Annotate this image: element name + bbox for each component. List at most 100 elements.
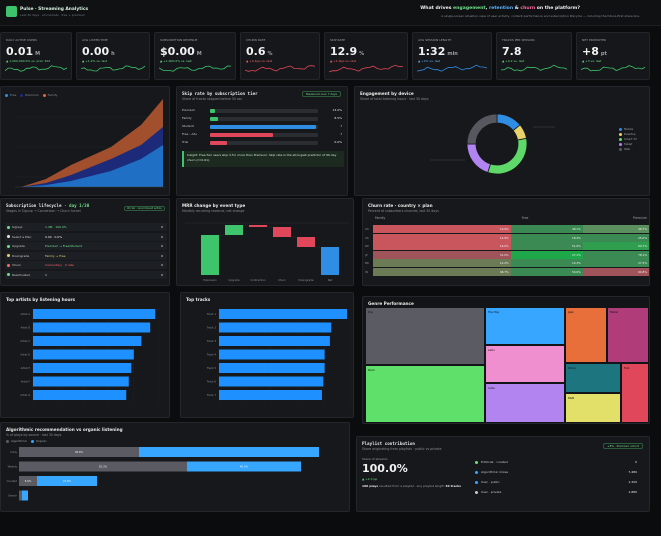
churn-table-row: JP 31.0% 27.1% 78.1%	[365, 250, 649, 259]
algo-bar	[19, 447, 139, 457]
skip-rate-row: Student?	[182, 123, 342, 131]
top-artists-chart: Artist A Artist B Artist C Artist D Artist E…	[20, 307, 160, 404]
treemap-cell-label: Pop	[368, 309, 374, 314]
legend-dot	[619, 147, 622, 151]
track-label: Track 3	[207, 339, 217, 343]
churn-cell: 31.0%	[373, 250, 511, 259]
artist-bar	[33, 322, 151, 333]
lifecycle-value: 0.00 · 0.0%	[45, 234, 63, 239]
churn-cell: 48.7%	[373, 267, 511, 276]
kpi-card: Daily active users 0.01 M ▲ 1,000,000.0% vs…	[0, 32, 72, 80]
kpi-value: +8 pt	[582, 45, 607, 58]
waterfall-bar	[225, 225, 243, 235]
mrr-waterfall-panel: MRR change by event type Monthly recurri…	[176, 198, 354, 286]
lifecycle-stage: Reactivated	[12, 272, 30, 277]
page-headline: What drives engagement, retention & chur…	[420, 6, 580, 11]
waterfall-label: Churn	[278, 278, 286, 282]
kpi-card: Subscription revenue $0.00 M ▲ +1,000.0% vs…	[154, 32, 236, 80]
churn-cell: 10.3%	[511, 259, 583, 267]
lifecycle-stage: Select a Plan	[12, 234, 32, 239]
algo-bar	[19, 461, 187, 472]
algo-value: 5.9%	[25, 479, 32, 483]
lifecycle-stage: Churn	[12, 263, 21, 267]
treemap-cell: Pop	[365, 307, 485, 365]
organic-bar	[187, 461, 301, 472]
lifecycle-value: Family → Free	[45, 253, 66, 258]
kpi-label: Daily active users	[6, 38, 37, 42]
waterfall-label: Expansion	[203, 278, 217, 282]
skip-row-label: Student	[182, 124, 194, 128]
kpi-label: Tracks per session	[502, 38, 535, 42]
kpi-delta: ▲ +1.0pp vs. last	[330, 59, 356, 63]
skip-row-value: 0.0%	[334, 140, 342, 144]
legend-free-dot	[5, 93, 8, 97]
artist-bar	[33, 309, 156, 319]
kpi-sparkline	[501, 64, 567, 72]
lifecycle-count: 0	[161, 272, 163, 277]
track-label: Track 7	[207, 393, 217, 397]
churn-cell: 50.6%	[511, 267, 583, 276]
organic-bar	[37, 476, 97, 486]
legend-family-dot	[42, 93, 46, 97]
waterfall-sub: Monthly recurring revenue, net change	[182, 209, 245, 213]
kpi-value: 1:32 min	[418, 45, 458, 58]
skip-rate-sub: Share of tracks skipped before 30 sec	[182, 97, 243, 101]
algo-row-label: Search	[8, 494, 17, 498]
kpi-card: Churn rate 0.6% ▲ +0.1pp vs. last	[240, 32, 320, 80]
lifecycle-stage: Upgrade	[12, 244, 25, 248]
churn-cell: 16.0%	[373, 242, 511, 250]
churn-cell: 78.1%	[583, 250, 649, 259]
algo-row-label: Weekly	[8, 465, 18, 469]
skip-row-bar	[210, 132, 273, 137]
algo-bar	[19, 476, 37, 486]
treemap-cell: R&B	[565, 393, 621, 423]
treemap-title: Genre Performance	[368, 301, 414, 306]
artist-bar	[33, 390, 127, 400]
playlist-metric-label: Share of streams	[362, 457, 388, 461]
treemap-cell: Metal	[607, 307, 649, 363]
treemap-cell-label: Latin	[488, 347, 495, 352]
playlist-item-value: 1,880	[628, 490, 637, 494]
donut-title: Engagement by device	[360, 91, 414, 96]
kpi-sparkline	[245, 65, 315, 72]
churn-row-label: BR	[365, 261, 369, 265]
churn-row-label: UK	[365, 235, 369, 240]
treemap-cell: Jazz	[565, 307, 607, 363]
playlist-metric-value: 100.0%	[362, 462, 408, 475]
lifecycle-dot	[7, 235, 10, 238]
skip-row-label: Free - Ads	[182, 132, 197, 136]
treemap-cell-label: Jazz	[568, 309, 574, 314]
kpi-sparkline	[5, 65, 67, 72]
lifecycle-count: 0	[161, 263, 163, 267]
treemap-cell-label: K-Pop	[568, 365, 576, 370]
kpi-sparkline-line	[581, 65, 645, 72]
waterfall-label: Upgrade	[228, 278, 239, 282]
treemap-cell: K-Pop	[565, 363, 621, 393]
churn-row-label: DE	[365, 244, 369, 248]
skip-insight: Insight: Free-Tier users skip 3.5× more …	[182, 151, 344, 167]
waterfall-label: Contraction	[250, 278, 265, 282]
legend-dot	[619, 142, 622, 146]
algo-sub: % of plays by source · last 30 days	[6, 433, 62, 437]
artist-label: Artist F	[21, 380, 31, 384]
churn-table-row: US 10.9% 48.1% 48.7%	[365, 225, 649, 233]
lifecycle-dot	[7, 244, 10, 248]
page-headline-sub: A single-screen situation view of user a…	[441, 14, 640, 18]
lifecycle-value: Premium → Free/Student	[45, 244, 82, 248]
algo-title: Algorithmic recommendation vs organic li…	[6, 427, 123, 432]
treemap-cell: Rock	[365, 365, 485, 423]
churn-row-label: JP	[365, 252, 368, 257]
lifecycle-row: Churn Involuntary · 0 rate 0	[5, 261, 167, 269]
kpi-sparkline-line	[81, 65, 145, 72]
kpi-card: Net promoter +8 pt ▲ +3 vs. last	[576, 32, 650, 80]
track-bar	[219, 336, 330, 346]
genre-treemap-panel: Genre Performance Pop Rock Hip-Hop Latin Ind…	[362, 296, 650, 424]
playlist-item: User · public 1,320	[475, 479, 645, 489]
playlist-item-label: User · private	[481, 490, 502, 494]
track-bar	[219, 309, 348, 319]
kpi-sparkline	[81, 65, 145, 72]
algo-row-label: Daily	[10, 450, 17, 454]
col-premium: Premium	[632, 216, 647, 220]
churn-table-row: BR 14.2% 10.3% 27.5%	[365, 259, 649, 267]
lifecycle-stage: Downgrade	[12, 253, 30, 258]
